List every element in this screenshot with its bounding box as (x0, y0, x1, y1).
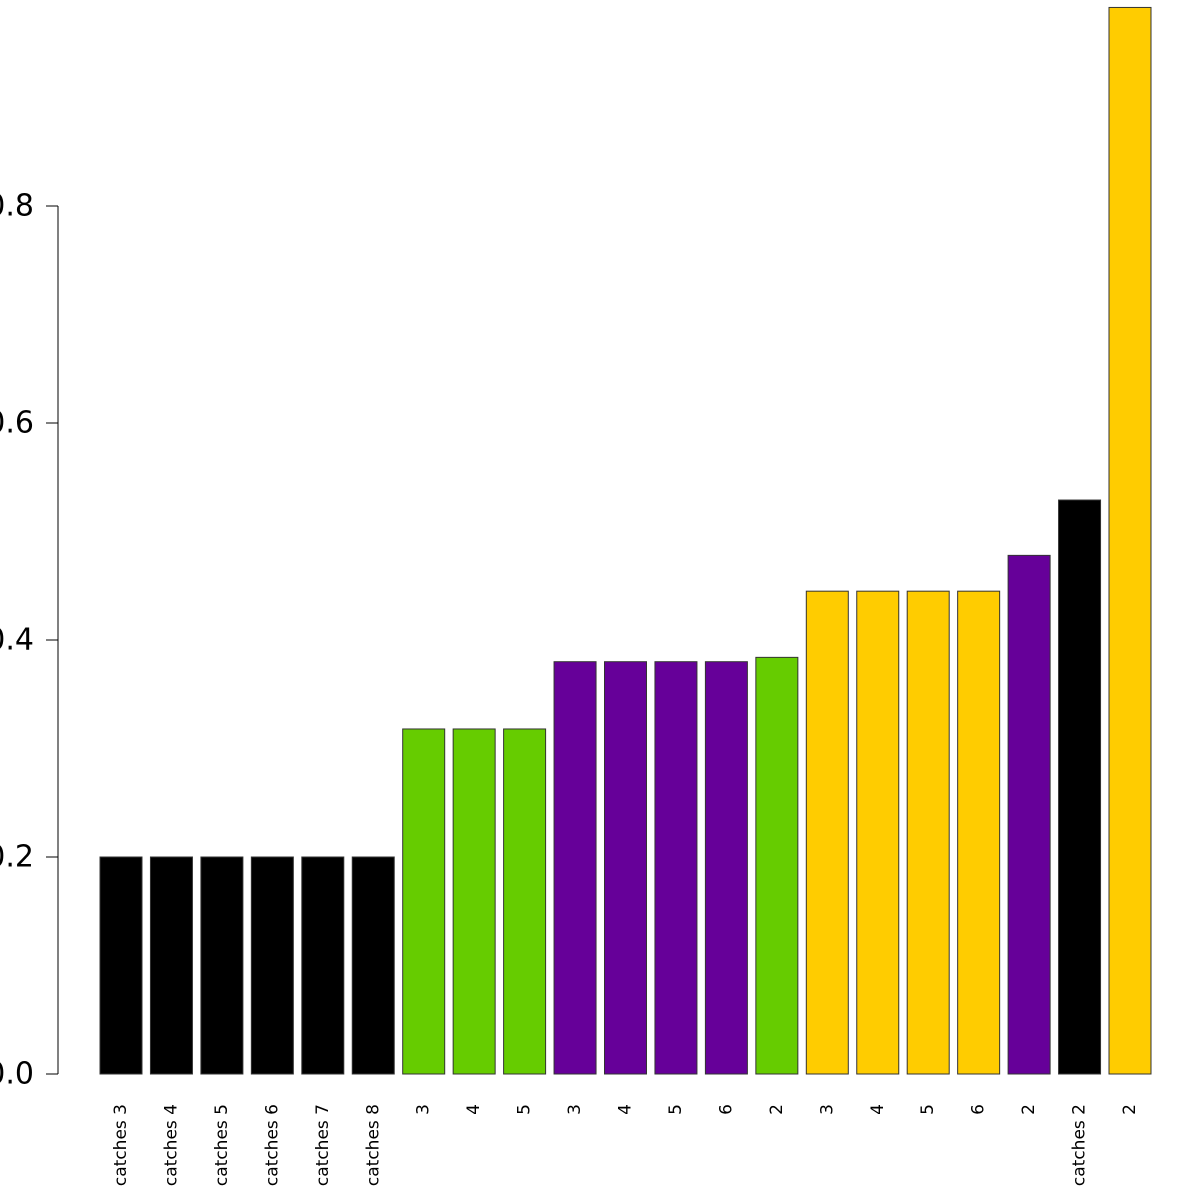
category-labels: catches 3 catches 4 catches 5 catches 6 catc… (111, 1104, 1140, 1186)
bar (604, 661, 647, 1075)
category-label: 6 (969, 1104, 989, 1115)
category-label: catches 5 (212, 1104, 232, 1186)
bar (1007, 554, 1051, 1075)
category-label: 2 (1120, 1104, 1140, 1115)
category-label: 3 (817, 1104, 837, 1115)
bar (654, 661, 698, 1075)
category-label: 4 (616, 1104, 636, 1115)
category-label: catches 4 (161, 1104, 181, 1186)
bars-group (99, 6, 1152, 1075)
bar (351, 856, 395, 1075)
bar (856, 590, 900, 1075)
y-tick-label: 0.4 (0, 623, 34, 658)
category-label: 6 (716, 1104, 736, 1115)
y-tick-label: 0.6 (0, 406, 34, 441)
category-label: 5 (515, 1104, 535, 1115)
bar (704, 661, 748, 1075)
bar (957, 590, 1001, 1075)
category-label: 4 (868, 1104, 888, 1115)
bar (805, 590, 849, 1075)
category-label: catches 7 (313, 1104, 333, 1186)
y-tick-label: 0.2 (0, 840, 34, 875)
y-axis-ticks: 0.0 0.2 0.4 0.6 0.8 (0, 189, 58, 1092)
bar (250, 856, 294, 1075)
category-label: 3 (565, 1104, 585, 1115)
bar (503, 728, 547, 1075)
category-label: 3 (414, 1104, 434, 1115)
bar (553, 661, 597, 1075)
bar (301, 856, 345, 1075)
bar (906, 590, 950, 1075)
bar (200, 856, 244, 1075)
bar (1058, 499, 1102, 1075)
bar (1108, 6, 1152, 1075)
category-label: catches 2 (1070, 1104, 1090, 1186)
bar (755, 656, 799, 1075)
category-label: catches 8 (363, 1104, 383, 1186)
category-label: 5 (666, 1104, 686, 1115)
category-label: 5 (918, 1104, 938, 1115)
category-label: catches 6 (262, 1104, 282, 1186)
bar (149, 856, 193, 1075)
y-tick-label: 0.0 (0, 1057, 34, 1092)
bar (452, 728, 496, 1075)
category-label: 2 (767, 1104, 787, 1115)
category-label: 4 (464, 1104, 484, 1115)
category-label: catches 3 (111, 1104, 131, 1186)
bar (99, 856, 143, 1075)
category-label: 2 (1019, 1104, 1039, 1115)
bar (402, 728, 446, 1075)
y-tick-label: 0.8 (0, 189, 34, 224)
